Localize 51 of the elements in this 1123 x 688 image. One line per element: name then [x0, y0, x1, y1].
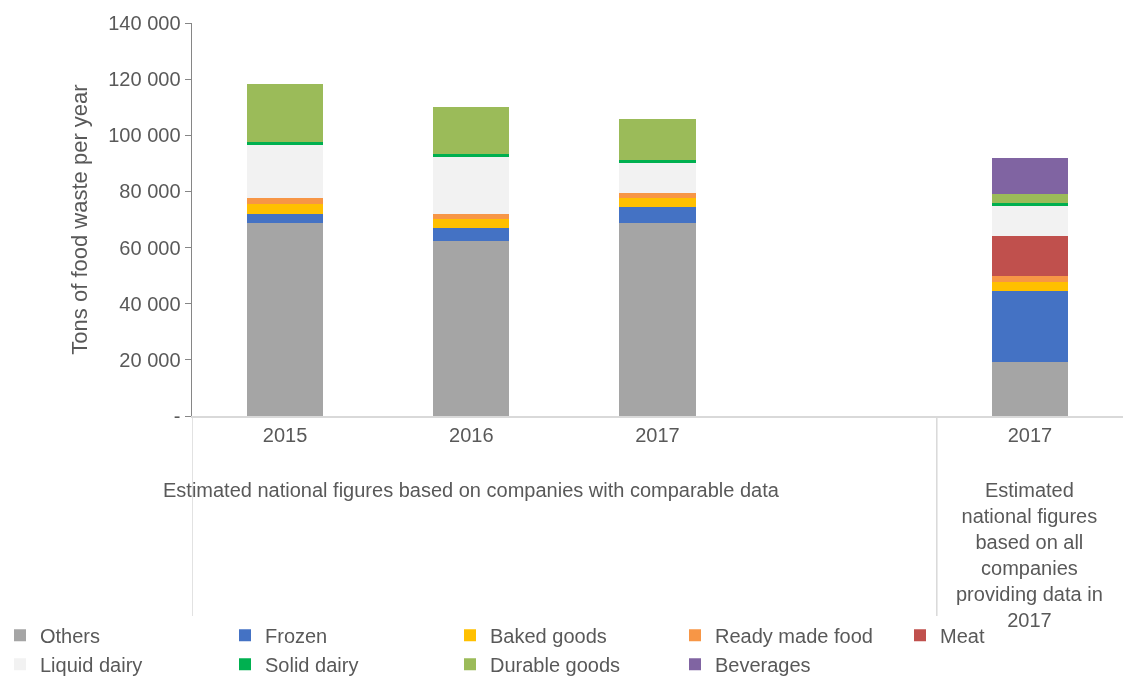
- bar: [619, 222, 696, 416]
- bar: [991, 202, 1069, 206]
- bar: [619, 119, 696, 161]
- legend-label: Others: [40, 625, 101, 648]
- bar: [433, 219, 510, 229]
- y-tick-label: 40 000: [119, 292, 181, 315]
- x-tick-label: 2016: [449, 423, 494, 446]
- bar: [246, 204, 324, 215]
- bar: [991, 275, 1069, 282]
- y-tick-label: 140 000: [108, 12, 181, 34]
- y-tick-label: -: [173, 405, 181, 427]
- y-tick-label: 120 000: [108, 68, 181, 91]
- bar: [991, 193, 1069, 203]
- y-axis-title: Tons of food waste per year: [67, 84, 93, 355]
- bar: [619, 162, 696, 193]
- bar: [619, 160, 696, 163]
- bar: [991, 235, 1069, 276]
- bar: [619, 206, 696, 223]
- bar: [246, 198, 324, 205]
- y-tick-label: 80 000: [119, 180, 181, 203]
- bar: [619, 198, 696, 207]
- bar: [246, 223, 324, 416]
- y-tick-label: 100 000: [108, 124, 181, 147]
- legend-label: Frozen: [265, 625, 328, 648]
- bar: [433, 106, 510, 155]
- legend-label: Baked goods: [490, 625, 607, 648]
- x-tick-label: 2017: [635, 423, 680, 446]
- y-tick-label: 60 000: [119, 236, 181, 259]
- x-tick-label: 2017: [1007, 423, 1053, 446]
- bar: [433, 154, 510, 158]
- bar: [991, 281, 1069, 291]
- legend-label: Durable goods: [490, 654, 621, 677]
- bar: [991, 158, 1069, 194]
- bar: [433, 240, 510, 416]
- legend-label: Meat: [940, 625, 985, 648]
- bar: [246, 214, 324, 224]
- legend-label: Liquid dairy: [40, 654, 143, 677]
- legend-label: Ready made food: [715, 625, 873, 648]
- bar: [246, 84, 324, 143]
- bar: [433, 157, 510, 214]
- y-tick-label: 20 000: [119, 348, 181, 371]
- bar: [433, 228, 510, 241]
- bar: [991, 205, 1069, 236]
- bar: [991, 290, 1069, 363]
- legend-label: Beverages: [715, 654, 811, 677]
- legend-label: Solid dairy: [265, 654, 359, 677]
- x-tick-label: 2015: [262, 423, 308, 446]
- bar: [619, 192, 696, 199]
- bar: [991, 362, 1069, 416]
- text: Estimated national figures based on companies with comparable data: [163, 479, 780, 501]
- bar: [246, 145, 324, 199]
